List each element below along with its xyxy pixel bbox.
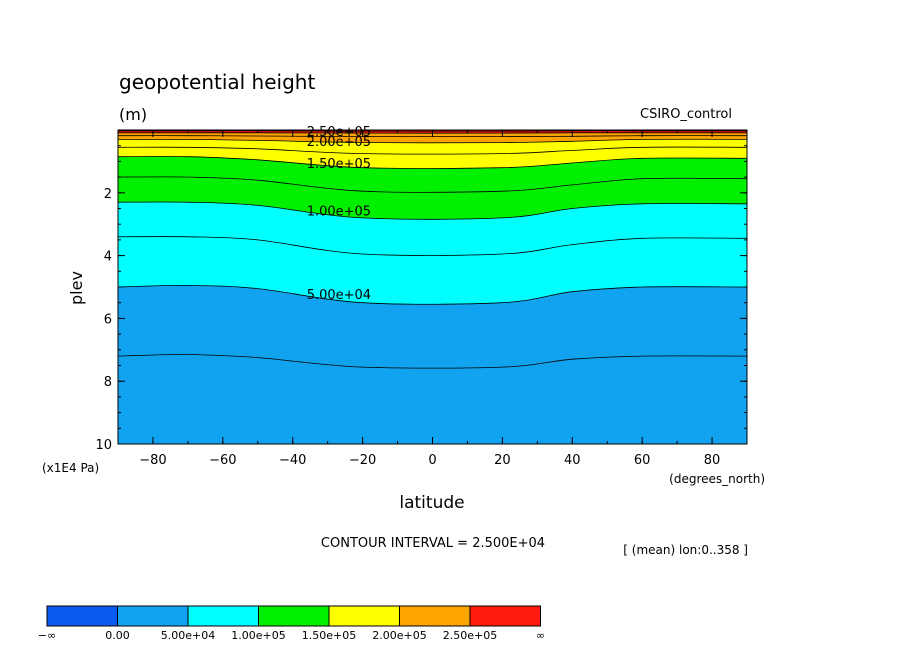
x-tick-label: 60 — [634, 453, 651, 468]
contour-line-200000 — [118, 138, 747, 144]
contour-line-150000 — [118, 156, 747, 169]
contour-label-250000: 2.50e+05 — [307, 125, 371, 140]
contour-label-50000: 5.00e+04 — [307, 288, 371, 303]
contour-line-75000 — [118, 236, 747, 256]
contour-label-100000: 1.00e+05 — [307, 204, 371, 219]
x-tick-label: 20 — [494, 453, 511, 468]
y-tick-label: 2 — [104, 187, 112, 202]
x-tick-label: −60 — [209, 453, 236, 468]
colorbar-label: ∞ — [536, 629, 545, 642]
y-tick-label: 8 — [104, 375, 112, 390]
colorbar-swatch-3 — [258, 605, 330, 627]
y-tick-label: 4 — [104, 250, 112, 265]
colorbar-label: 1.50e+05 — [302, 629, 356, 642]
colorbar-swatch-6 — [469, 605, 541, 627]
x-tick-label: −40 — [279, 453, 306, 468]
colorbar-swatch-0 — [46, 605, 118, 627]
colorbar-label: 0.00 — [105, 629, 130, 642]
colorbar-swatch-4 — [328, 605, 400, 627]
colorbar-label: 2.00e+05 — [372, 629, 426, 642]
contour-band-2 — [118, 156, 747, 220]
colorbar-label: 2.50e+05 — [443, 629, 497, 642]
x-tick-label: 0 — [428, 453, 436, 468]
colorbar-label: −∞ — [38, 629, 56, 642]
x-axis-units: (degrees_north) — [669, 472, 765, 486]
contour-line-175000 — [118, 146, 747, 155]
contour-line-50000 — [118, 284, 747, 305]
contour-line-25000 — [118, 354, 747, 369]
colorbar-label: 1.00e+05 — [231, 629, 285, 642]
colorbar-swatch-1 — [117, 605, 189, 627]
y-axis-label: plev — [67, 271, 86, 305]
contour-interval-text: CONTOUR INTERVAL = 2.500E+04 — [321, 536, 545, 551]
contour-label-150000: 1.50e+05 — [307, 157, 371, 172]
colorbar-swatch-2 — [187, 605, 259, 627]
contour-labels: 2.50e+052.00e+05 1.50e+05 1.00e+05 5.00e+04 — [307, 125, 371, 303]
contour-band-0 — [118, 285, 747, 444]
contour-line-100000 — [118, 201, 747, 220]
contour-band-1 — [118, 201, 747, 305]
y-axis-ticks: 2 4 6 8 10 — [95, 145, 747, 453]
y-tick-label: 10 — [95, 438, 112, 453]
chart-title: geopotential height — [119, 70, 315, 94]
dataset-label: CSIRO_control — [640, 107, 732, 122]
colorbar-swatch-5 — [399, 605, 471, 627]
contour-line-125000 — [118, 176, 747, 193]
x-tick-label: 80 — [704, 453, 721, 468]
y-tick-label: 6 — [104, 312, 112, 327]
x-tick-label: 40 — [564, 453, 581, 468]
contour-band-4 — [118, 132, 747, 143]
x-tick-label: −20 — [349, 453, 376, 468]
contour-lines — [118, 130, 747, 369]
y-axis-units: (x1E4 Pa) — [42, 461, 99, 475]
mean-note: [ (mean) lon:0..358 ] — [623, 543, 748, 557]
x-tick-label: −80 — [139, 453, 166, 468]
chart-units: (m) — [119, 105, 147, 124]
colorbar-label: 5.00e+04 — [161, 629, 215, 642]
x-axis-ticks: −80 −60 −40 −20 0 20 40 60 80 — [117, 130, 748, 468]
colorbar: −∞ 0.00 5.00e+04 1.00e+05 1.50e+05 2.00e+05 2.… — [38, 605, 545, 642]
x-axis-label: latitude — [399, 493, 464, 513]
contour-label-200000: 2.00e+05 — [307, 135, 371, 150]
